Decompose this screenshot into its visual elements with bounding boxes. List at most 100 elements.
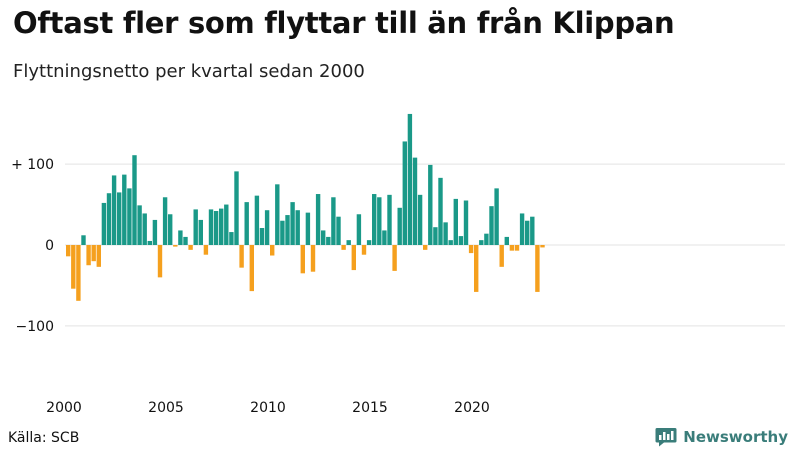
- bar: [285, 215, 290, 245]
- bar: [321, 230, 326, 245]
- bar: [147, 240, 152, 245]
- bar: [458, 236, 464, 245]
- bar: [392, 245, 397, 271]
- bar: [101, 202, 107, 245]
- bar: [387, 194, 392, 245]
- bar: [193, 209, 198, 245]
- bar: [535, 245, 540, 292]
- bar: [489, 206, 494, 245]
- bar: [412, 157, 418, 245]
- bar: [132, 155, 137, 245]
- bar: [168, 214, 173, 245]
- bar: [310, 245, 316, 272]
- bar: [397, 207, 402, 245]
- y-tick-label: −100: [16, 319, 54, 335]
- bar: [66, 245, 71, 257]
- bar: [372, 194, 377, 245]
- bar: [229, 232, 234, 245]
- bar: [239, 245, 244, 268]
- bar: [122, 174, 127, 245]
- newsworthy-logo-icon: [655, 428, 677, 447]
- bar: [290, 202, 295, 245]
- bar: [351, 245, 356, 271]
- bar: [127, 188, 132, 245]
- bar: [504, 236, 509, 245]
- bar: [71, 245, 76, 289]
- bar: [86, 245, 91, 266]
- bar: [525, 220, 530, 245]
- bar: [259, 228, 265, 245]
- x-tick-label: 2000: [46, 400, 82, 416]
- bar: [178, 230, 183, 245]
- bar: [76, 245, 81, 301]
- brand-logo: Newsworthy: [655, 427, 788, 447]
- bar: [438, 177, 443, 245]
- bar: [361, 245, 367, 255]
- bar: [519, 213, 525, 245]
- bar: [137, 205, 142, 245]
- y-tick-label: 0: [45, 238, 54, 254]
- y-axis-labels: + 100 0 −100: [11, 157, 54, 335]
- bar: [224, 204, 229, 245]
- bar: [208, 209, 214, 245]
- bar: [366, 240, 372, 245]
- chart-subtitle: Flyttningsnetto per kvartal sedan 2000: [13, 61, 365, 82]
- bar: [336, 216, 341, 246]
- bar: [280, 220, 285, 245]
- bar: [540, 245, 545, 248]
- bar: [198, 219, 203, 245]
- bar: [188, 245, 193, 250]
- bar: [326, 236, 331, 245]
- chart-title: Oftast fler som flyttar till än från Kli…: [13, 6, 675, 40]
- bar: [499, 245, 504, 267]
- x-axis-labels: 2000 2005 2010 2015 2020: [46, 400, 490, 416]
- source-note: Källa: SCB: [8, 430, 80, 446]
- bar: [264, 210, 270, 245]
- bar: [509, 245, 515, 251]
- bar: [111, 175, 117, 245]
- bar: [117, 192, 122, 245]
- bar: [453, 198, 458, 245]
- bar: [173, 245, 178, 247]
- bar: [183, 236, 188, 245]
- bar: [479, 240, 484, 245]
- bar: [530, 216, 535, 246]
- brand-name: Newsworthy: [683, 428, 788, 446]
- bar: [484, 233, 489, 245]
- bar: [270, 245, 275, 256]
- bar: [402, 141, 407, 245]
- bar: [494, 188, 499, 245]
- bar: [106, 193, 112, 245]
- bar: [468, 245, 474, 254]
- bar: [142, 213, 147, 245]
- bar: [300, 245, 305, 274]
- bar: [331, 197, 336, 245]
- bar: [81, 235, 86, 245]
- bar: [428, 164, 433, 245]
- bar: [474, 245, 479, 292]
- bar: [377, 197, 382, 245]
- bar: [162, 197, 168, 245]
- bar: [91, 245, 96, 262]
- bar: [249, 245, 254, 292]
- x-tick-label: 2015: [352, 400, 388, 416]
- bar: [417, 194, 423, 245]
- bar: [346, 240, 351, 245]
- x-tick-label: 2010: [250, 400, 286, 416]
- bar: [448, 240, 453, 245]
- bar: [305, 212, 311, 245]
- bar: [382, 230, 387, 245]
- bar: [275, 184, 280, 245]
- bar: [234, 171, 239, 245]
- y-tick-label: + 100: [11, 157, 54, 173]
- bar: [219, 208, 224, 245]
- bar: [433, 227, 438, 245]
- bar: [213, 211, 219, 245]
- bar: [423, 245, 428, 250]
- bar: [356, 214, 362, 245]
- x-tick-label: 2005: [148, 400, 184, 416]
- x-tick-label: 2020: [454, 400, 490, 416]
- bar: [203, 245, 209, 255]
- bar: [157, 245, 163, 278]
